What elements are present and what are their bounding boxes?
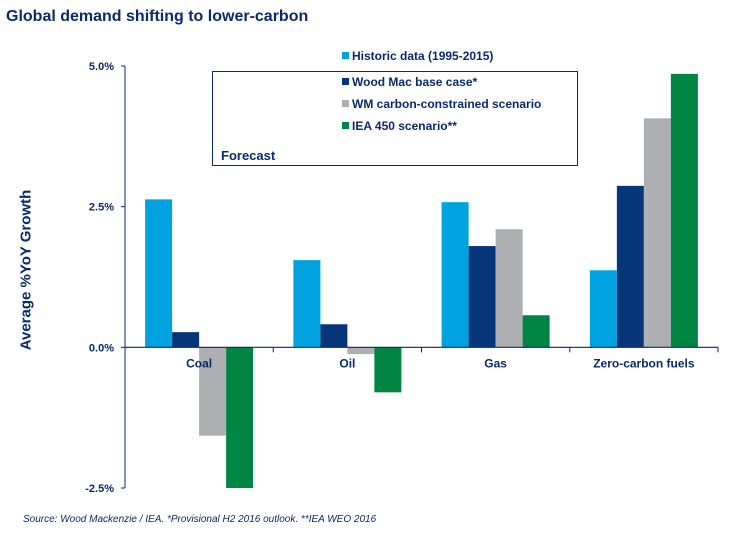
- bar-oil-series-0: [293, 260, 321, 348]
- bar-oil-series-3: [374, 347, 402, 393]
- bar-zero-carbon-fuels-series-3: [670, 73, 698, 348]
- x-tick-label: Gas: [484, 356, 507, 370]
- legend-label: Wood Mac base case*: [352, 75, 478, 89]
- legend-swatch: [342, 100, 349, 107]
- legend-item-carbon-constrained: WM carbon-constrained scenario: [342, 97, 541, 111]
- bar-coal-series-2: [199, 347, 227, 436]
- legend-item-base-case: Wood Mac base case*: [342, 75, 477, 89]
- bar-gas-series-3: [522, 315, 550, 348]
- bar-gas-series-2: [495, 229, 523, 348]
- x-tick-label: Coal: [186, 356, 212, 370]
- legend-swatch: [342, 78, 349, 85]
- bar-zero-carbon-fuels-series-1: [616, 185, 644, 348]
- bar-coal-series-1: [172, 332, 200, 348]
- bar-gas-series-0: [441, 202, 469, 348]
- y-tick-label: 5.0%: [89, 61, 114, 73]
- legend-item-iea-450: IEA 450 scenario**: [342, 119, 457, 133]
- bar-zero-carbon-fuels-series-2: [643, 118, 671, 348]
- bar-gas-series-1: [468, 246, 496, 348]
- legend-label: IEA 450 scenario**: [352, 119, 457, 133]
- bar-zero-carbon-fuels-series-0: [589, 270, 617, 348]
- forecast-legend-box: [212, 71, 578, 166]
- y-tick-label: 2.5%: [89, 202, 114, 214]
- bar-oil-series-1: [320, 324, 348, 348]
- legend-swatch: [342, 52, 349, 59]
- legend-item-historic: Historic data (1995-2015): [342, 49, 493, 63]
- chart-title: Global demand shifting to lower-carbon: [6, 8, 309, 25]
- x-tick-label: Oil: [339, 356, 355, 370]
- legend-label: WM carbon-constrained scenario: [352, 97, 542, 111]
- source-note: Source: Wood Mackenzie / IEA. *Provision…: [23, 514, 377, 525]
- bar-coal-series-3: [226, 347, 254, 488]
- legend-label: Historic data (1995-2015): [352, 49, 494, 63]
- x-tick-label: Zero-carbon fuels: [593, 356, 695, 370]
- y-tick-label: -2.5%: [85, 483, 114, 495]
- bar-oil-series-2: [347, 347, 375, 355]
- y-tick-label: 0.0%: [89, 342, 114, 354]
- bar-coal-series-0: [145, 199, 173, 348]
- forecast-label: Forecast: [221, 148, 276, 163]
- legend-swatch: [342, 122, 349, 129]
